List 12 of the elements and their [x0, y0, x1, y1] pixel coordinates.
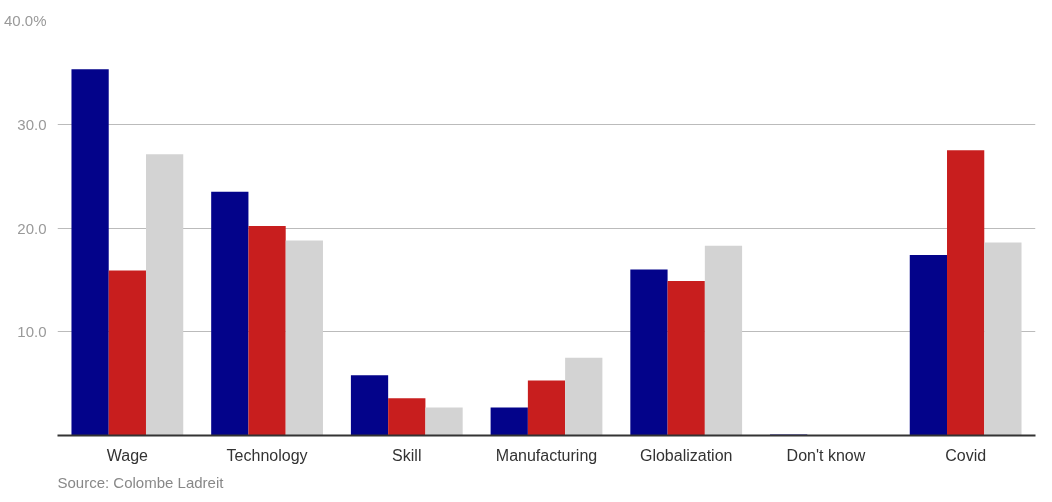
y-tick-label: 10.0	[17, 323, 47, 341]
x-tick-label: Skill	[392, 446, 422, 464]
source-note: Source: Colombe Ladreit	[57, 473, 225, 491]
x-tick-label: Don't know	[786, 446, 866, 464]
x-tick-label: Covid	[945, 446, 987, 464]
x-tick-label: Technology	[226, 446, 308, 464]
y-tick-label: 30.0	[17, 115, 47, 133]
y-tick-label: 20.0	[17, 219, 47, 237]
x-tick-label: Wage	[106, 446, 149, 464]
x-tick-label: Globalization	[639, 446, 733, 464]
x-tick-label: Manufacturing	[495, 446, 598, 464]
y-tick-label: 40.0%	[3, 12, 47, 29]
